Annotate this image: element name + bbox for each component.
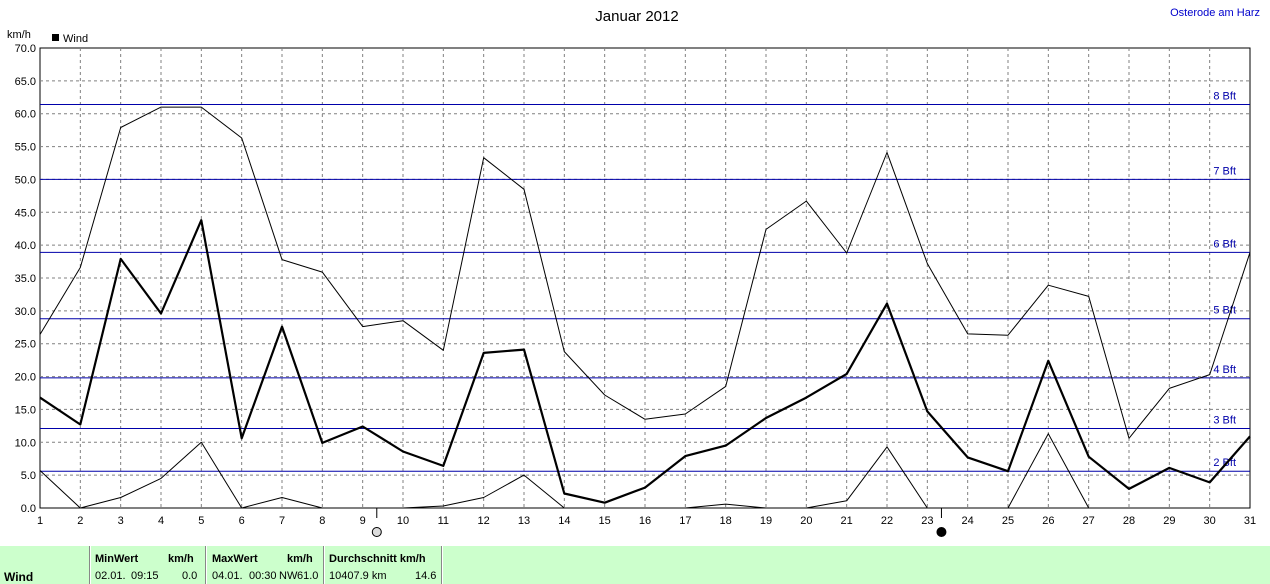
- y-tick-label: 70.0: [15, 43, 36, 55]
- x-tick-label: 20: [800, 515, 812, 527]
- avg-header: Durchschnitt km/h: [329, 553, 426, 565]
- beaufort-lines: 2 Bft 3 Bft 4 Bft 5 Bft 6 Bft 7 Bft 8 Bft: [40, 91, 1250, 472]
- x-tick-label: 19: [760, 515, 772, 527]
- full-moon-icon: [371, 527, 382, 537]
- beaufort-label: 5 Bft: [1213, 305, 1236, 317]
- y-tick-label: 20.0: [15, 372, 36, 384]
- y-tick-label: 60.0: [15, 109, 36, 121]
- x-tick-label: 24: [962, 515, 974, 527]
- x-tick-label: 13: [518, 515, 530, 527]
- x-tick-label: 29: [1163, 515, 1175, 527]
- new-moon-icon: [936, 527, 947, 537]
- x-tick-label: 27: [1083, 515, 1095, 527]
- legend-swatch: [52, 34, 59, 41]
- x-tick-label: 28: [1123, 515, 1135, 527]
- legend-label: Wind: [63, 33, 88, 45]
- x-tick-labels: 1 2 3 4 5 6 7 8 9 10 11 12 13 14 15 16 17 18 19 20 21 22 23 24 2…: [37, 515, 1256, 527]
- max-header: MaxWert: [212, 553, 258, 565]
- y-tick-label: 40.0: [15, 240, 36, 252]
- series-line-min: [39, 441, 323, 509]
- x-tick-label: 7: [279, 515, 285, 527]
- x-tick-label: 23: [921, 515, 933, 527]
- x-tick-label: 12: [478, 515, 490, 527]
- x-tick-label: 2: [77, 515, 83, 527]
- series-lines: [39, 106, 1251, 509]
- y-tick-label: 15.0: [15, 404, 36, 416]
- x-tick-label: 17: [679, 515, 691, 527]
- min-header: MinWert: [95, 553, 139, 565]
- x-tick-label: 18: [720, 515, 732, 527]
- avg-distance: 10407.9 km: [329, 570, 387, 582]
- beaufort-label: 7 Bft: [1213, 165, 1236, 177]
- x-tick-label: 26: [1042, 515, 1054, 527]
- x-tick-label: 6: [239, 515, 245, 527]
- x-tick-label: 9: [360, 515, 366, 527]
- min-date: 02.01.: [95, 570, 126, 582]
- max-direction: NW: [279, 570, 298, 582]
- x-tick-label: 11: [438, 515, 449, 527]
- x-tick-label: 15: [599, 515, 611, 527]
- series-line-min: [1007, 433, 1090, 509]
- y-tick-label: 5.0: [21, 470, 36, 482]
- y-tick-labels: 0.0 5.0 10.0 15.0 20.0 25.0 30.0 35.0 40.0 45.0 50…: [15, 43, 36, 515]
- grid: [40, 48, 1250, 508]
- max-value: 61.0: [297, 570, 319, 582]
- x-tick-label: 25: [1002, 515, 1014, 527]
- wind-chart: Januar 2012 Osterode am Harz km/h Wind 2…: [7, 7, 1260, 537]
- location-label: Osterode am Harz: [1170, 7, 1260, 19]
- stats-row-label: Wind: [4, 570, 34, 584]
- y-tick-label: 25.0: [15, 339, 36, 351]
- x-tick-label: 10: [397, 515, 409, 527]
- max-time: 00:30: [249, 570, 277, 582]
- beaufort-label: 8 Bft: [1213, 91, 1236, 103]
- x-tick-label: 21: [841, 515, 853, 527]
- beaufort-label: 2 Bft: [1213, 457, 1236, 469]
- y-tick-label: 45.0: [15, 207, 36, 219]
- x-tick-label: 4: [158, 515, 164, 527]
- max-date: 04.01.: [212, 570, 243, 582]
- chart-title: Januar 2012: [595, 8, 678, 25]
- x-tick-label: 5: [198, 515, 204, 527]
- x-tick-label: 3: [118, 515, 124, 527]
- y-tick-label: 55.0: [15, 142, 36, 154]
- series-line-avg: [39, 219, 1251, 504]
- stats-panel: Wind MinWert km/h 02.01. 09:15 0.0 MaxWe…: [0, 546, 1270, 584]
- y-tick-label: 65.0: [15, 76, 36, 88]
- y-tick-label: 30.0: [15, 306, 36, 318]
- avg-value: 14.6: [415, 570, 437, 582]
- x-tick-label: 31: [1244, 515, 1256, 527]
- x-tick-label: 8: [319, 515, 325, 527]
- series-line-min: [685, 446, 928, 509]
- moon-phases: [371, 508, 947, 537]
- x-tick-label: 30: [1204, 515, 1216, 527]
- max-unit: km/h: [287, 553, 313, 565]
- beaufort-label: 3 Bft: [1213, 414, 1236, 426]
- min-value: 0.0: [182, 570, 198, 582]
- x-tick-label: 1: [37, 515, 43, 527]
- min-time: 09:15: [131, 570, 159, 582]
- x-tick-label: 22: [881, 515, 893, 527]
- series-line-max: [39, 106, 1251, 439]
- min-unit: km/h: [168, 553, 194, 565]
- x-tick-label: 14: [558, 515, 570, 527]
- beaufort-label: 4 Bft: [1213, 364, 1236, 376]
- y-tick-label: 0.0: [21, 503, 36, 515]
- y-tick-label: 10.0: [15, 437, 36, 449]
- y-tick-label: 50.0: [15, 174, 36, 186]
- series-line-min: [402, 474, 565, 509]
- y-tick-label: 35.0: [15, 273, 36, 285]
- x-tick-label: 16: [639, 515, 651, 527]
- y-axis-unit: km/h: [7, 29, 31, 41]
- beaufort-label: 6 Bft: [1213, 238, 1236, 250]
